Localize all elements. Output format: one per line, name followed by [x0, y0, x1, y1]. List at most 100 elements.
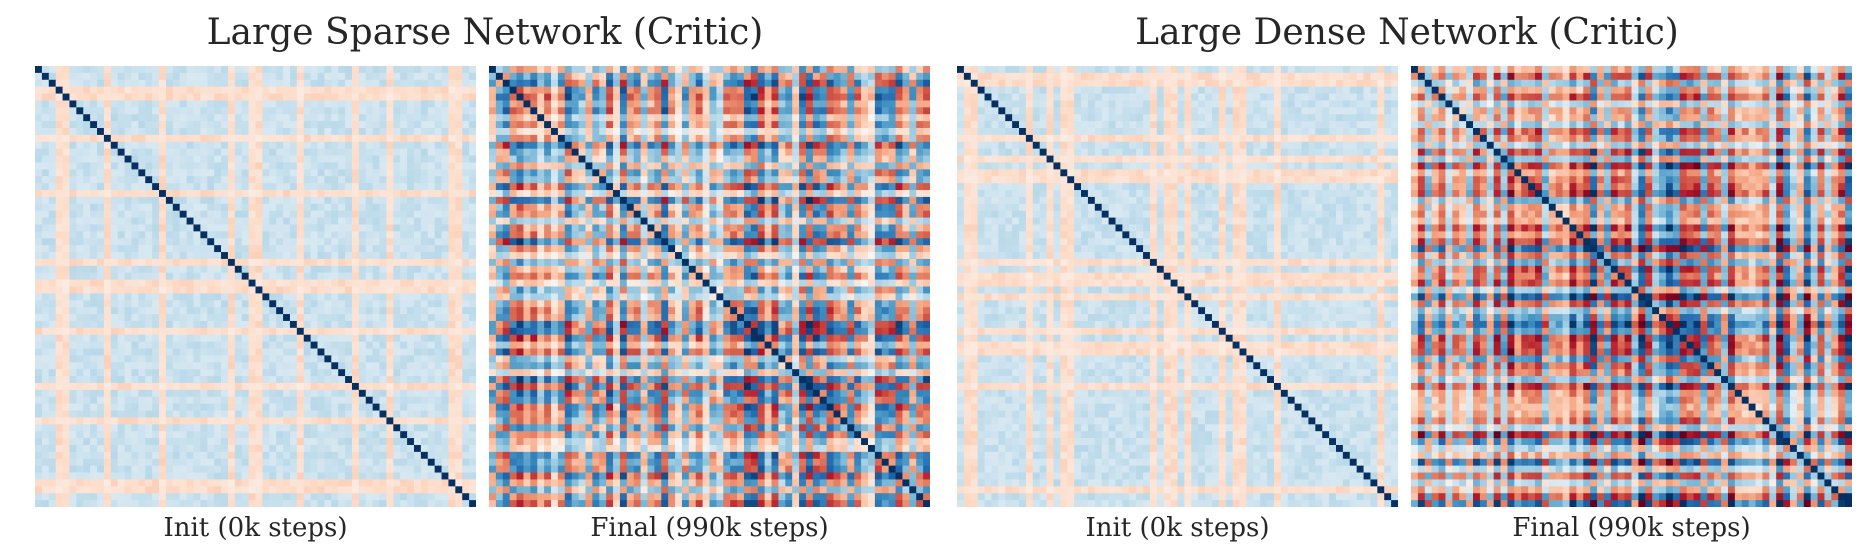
heatmap-cell — [379, 341, 388, 350]
heatmap-cell — [840, 114, 848, 122]
heatmap-cell — [207, 486, 215, 494]
heatmap-cell — [55, 66, 64, 74]
heatmap-cell — [41, 107, 50, 115]
heatmap-cell — [200, 348, 208, 357]
heatmap-cell — [916, 128, 924, 136]
heatmap-cell — [606, 93, 614, 102]
heatmap-cell — [179, 493, 188, 501]
heatmap-cell — [110, 238, 119, 246]
heatmap-cell — [324, 279, 332, 288]
heatmap-cell — [227, 458, 236, 467]
heatmap-cell — [35, 114, 43, 122]
heatmap-cell — [737, 134, 745, 143]
heatmap-cell — [145, 224, 153, 232]
heatmap-cell — [407, 121, 415, 129]
heatmap-cell — [592, 107, 600, 115]
heatmap-cell — [358, 493, 367, 501]
heatmap-cell — [434, 320, 443, 329]
heatmap-cell — [303, 307, 312, 315]
heatmap-cell — [317, 334, 326, 343]
heatmap-cell — [255, 231, 263, 239]
heatmap-cell — [221, 162, 229, 170]
heatmap-cell — [193, 376, 201, 384]
heatmap-cell — [55, 190, 64, 198]
heatmap-cell — [420, 210, 429, 219]
heatmap-cell — [227, 493, 236, 501]
heatmap-cell — [255, 410, 263, 419]
heatmap-cell — [76, 176, 84, 184]
heatmap-cell — [434, 465, 443, 474]
heatmap-cell — [675, 72, 683, 81]
heatmap-cell — [179, 86, 188, 95]
heatmap-cell — [227, 403, 236, 412]
heatmap-cell — [434, 438, 443, 446]
heatmap-cell — [76, 334, 84, 343]
heatmap-cell — [152, 286, 160, 294]
heatmap-cell — [221, 444, 229, 453]
heatmap-cell — [750, 134, 759, 143]
heatmap-cell — [854, 93, 862, 102]
heatmap-cell — [324, 238, 332, 246]
heatmap-cell — [138, 141, 146, 150]
heatmap-cell — [152, 121, 160, 129]
heatmap-cell — [289, 183, 298, 191]
heatmap-cell — [462, 314, 470, 322]
heatmap-cell — [448, 245, 456, 253]
heatmap-cell — [833, 66, 842, 74]
heatmap-cell — [455, 438, 463, 446]
heatmap-cell — [193, 66, 201, 74]
heatmap-cell — [413, 438, 422, 446]
heatmap-cell — [386, 479, 394, 487]
heatmap-cell — [331, 134, 339, 143]
heatmap-cell — [840, 66, 848, 74]
heatmap-cell — [455, 203, 463, 212]
heatmap-cell — [345, 93, 353, 102]
heatmap-cell — [41, 66, 50, 74]
heatmap-cell — [420, 389, 429, 398]
heatmap-cell — [551, 148, 559, 157]
heatmap-cell — [159, 348, 167, 357]
heatmap-cell — [358, 100, 367, 108]
heatmap-cell — [76, 341, 84, 350]
heatmap-cell — [345, 272, 353, 281]
heatmap-cell — [723, 107, 731, 115]
heatmap-cell — [847, 141, 855, 150]
heatmap-cell — [441, 121, 450, 129]
heatmap-cell — [723, 134, 731, 143]
heatmap-cell — [310, 238, 319, 246]
heatmap-cell — [193, 382, 201, 391]
heatmap-cell — [179, 486, 188, 494]
heatmap-cell — [207, 190, 215, 198]
heatmap-cell — [186, 334, 195, 343]
heatmap-cell — [400, 258, 408, 267]
heatmap-cell — [145, 320, 153, 329]
heatmap-cell — [83, 493, 91, 501]
heatmap-cell — [69, 155, 77, 164]
heatmap-cell — [69, 355, 77, 363]
heatmap-cell — [324, 314, 332, 322]
heatmap-cell — [661, 141, 669, 150]
heatmap-cell — [407, 217, 415, 226]
heatmap-cell — [159, 293, 167, 301]
heatmap-cell — [495, 141, 504, 150]
heatmap-cell — [351, 245, 360, 253]
heatmap-cell — [750, 72, 759, 81]
heatmap-cell — [613, 155, 621, 164]
heatmap-cell — [269, 155, 277, 164]
heatmap-cell — [420, 79, 429, 88]
heatmap-cell — [269, 396, 277, 405]
heatmap-cell — [420, 314, 429, 322]
heatmap-cell — [633, 121, 642, 129]
heatmap-cell — [372, 348, 381, 357]
heatmap-cell — [372, 196, 381, 205]
heatmap-cell — [413, 486, 422, 494]
heatmap-cell — [303, 265, 312, 274]
heatmap-cell — [41, 389, 50, 398]
heatmap-cell — [647, 121, 655, 129]
heatmap-cell — [455, 362, 463, 370]
heatmap-cell — [97, 231, 105, 239]
heatmap-cell — [227, 265, 236, 274]
heatmap-cell — [103, 245, 112, 253]
heatmap-cell — [502, 86, 511, 95]
heatmap-cell — [248, 231, 257, 239]
